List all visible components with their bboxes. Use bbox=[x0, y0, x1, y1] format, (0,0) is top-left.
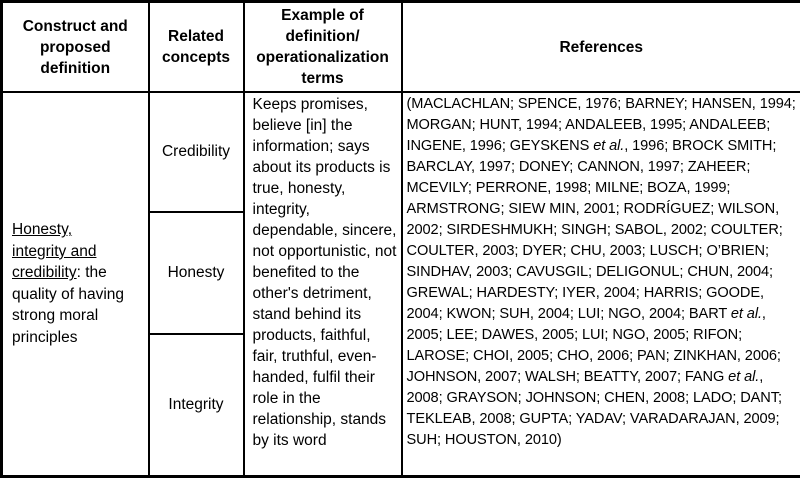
cell-example-terms: Keeps promises, believe [in] the informa… bbox=[244, 92, 402, 476]
header-row: Construct and proposed definition Relate… bbox=[2, 2, 800, 93]
header-cell-example-terms: Example of definition/ operationalizatio… bbox=[244, 2, 402, 93]
header-cell-related-concepts: Related concepts bbox=[149, 2, 244, 93]
cell-related-concept-credibility: Credibility bbox=[149, 92, 244, 212]
cell-related-concept-honesty: Honesty bbox=[149, 212, 244, 334]
body-row-credibility: Honesty, integrity and credibility: the … bbox=[2, 92, 800, 212]
header-cell-references: References bbox=[402, 2, 800, 93]
cell-references: (MACLACHLAN; SPENCE, 1976; BARNEY; HANSE… bbox=[402, 92, 800, 476]
cell-related-concept-integrity: Integrity bbox=[149, 334, 244, 476]
cell-construct-definition: Honesty, integrity and credibility: the … bbox=[2, 92, 149, 476]
header-cell-construct: Construct and proposed definition bbox=[2, 2, 149, 93]
